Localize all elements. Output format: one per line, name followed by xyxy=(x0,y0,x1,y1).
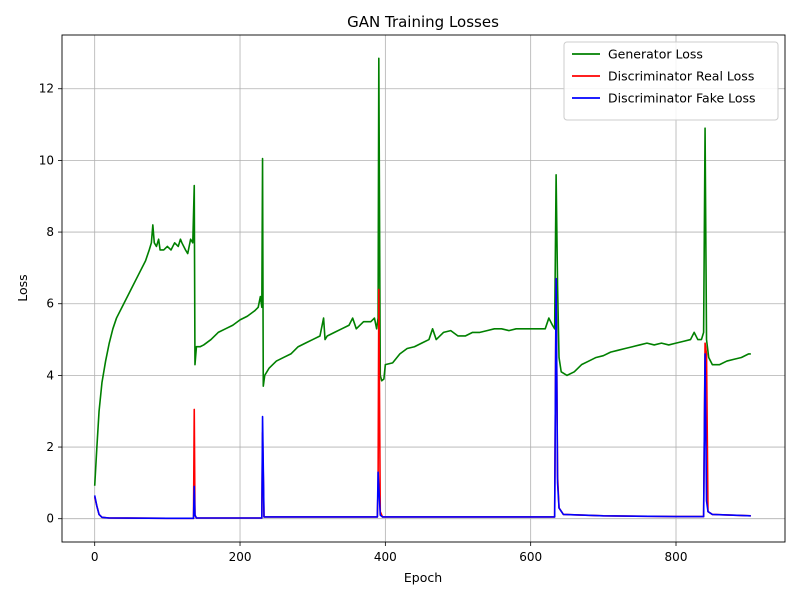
y-tick-label: 2 xyxy=(46,440,54,454)
legend-label: Generator Loss xyxy=(608,47,703,62)
plot-area-frame xyxy=(61,34,786,543)
legend-box xyxy=(563,41,779,121)
x-axis-label: Epoch xyxy=(404,570,442,585)
x-tick-label: 600 xyxy=(519,550,542,564)
axis-ticks: 0 200 400 600 800 0 2 4 6 8 10 12 xyxy=(39,82,688,564)
y-tick-label: 12 xyxy=(39,82,54,96)
y-tick-label: 4 xyxy=(46,368,54,382)
y-tick-label: 10 xyxy=(39,153,54,167)
x-tick-label: 400 xyxy=(374,550,397,564)
series-line-discriminator-fake-loss xyxy=(93,277,751,520)
x-tick-label: 0 xyxy=(91,550,99,564)
legend-label: Discriminator Fake Loss xyxy=(608,91,756,106)
legend-label: Discriminator Real Loss xyxy=(608,69,754,84)
grid xyxy=(62,35,785,542)
y-axis-label: Loss xyxy=(15,274,30,301)
y-tick-label: 0 xyxy=(46,512,54,526)
series-line-generator-loss xyxy=(93,57,751,486)
y-tick-label: 8 xyxy=(46,225,54,239)
legend: Generator Loss Discriminator Real Loss Dis… xyxy=(563,41,779,121)
x-tick-label: 200 xyxy=(229,550,252,564)
chart-title: GAN Training Losses xyxy=(347,13,499,31)
x-tick-label: 800 xyxy=(665,550,688,564)
series-lines xyxy=(93,57,751,520)
y-tick-label: 6 xyxy=(46,297,54,311)
